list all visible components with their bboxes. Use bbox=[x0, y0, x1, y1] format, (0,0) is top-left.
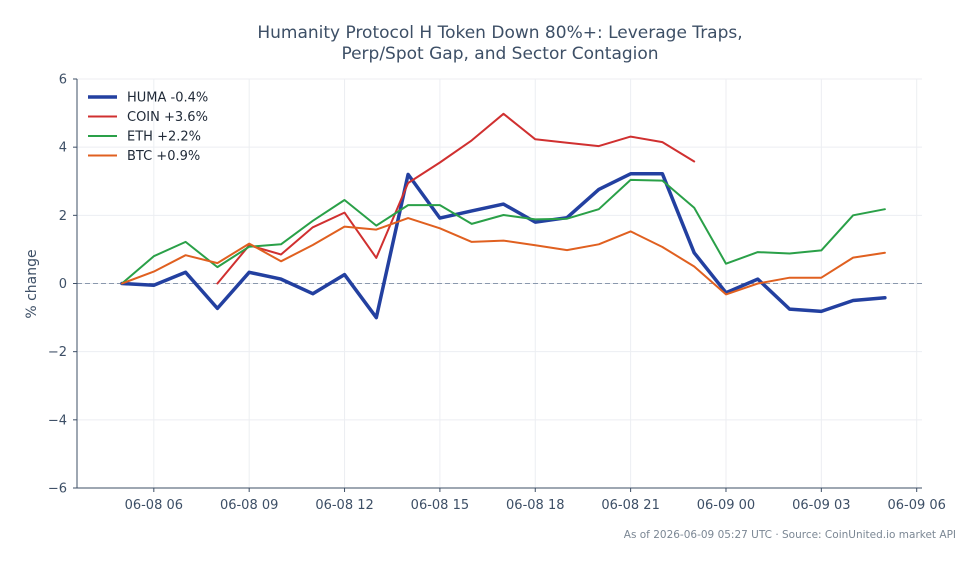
x-tick-label: 06-08 15 bbox=[411, 498, 469, 513]
legend: HUMA -0.4% COIN +3.6% ETH +2.2% BTC +0.9% bbox=[88, 91, 208, 164]
x-tick-label: 06-08 21 bbox=[601, 498, 659, 513]
legend-label-huma: HUMA -0.4% bbox=[127, 91, 208, 106]
x-tick-label: 06-08 09 bbox=[220, 498, 278, 513]
x-tick-label: 06-08 18 bbox=[506, 498, 564, 513]
series-group bbox=[120, 112, 887, 320]
y-tick-label: 0 bbox=[59, 277, 67, 292]
legend-label-btc: BTC +0.9% bbox=[127, 149, 200, 164]
y-tick-label: −4 bbox=[48, 413, 67, 428]
x-tick-label: 06-09 03 bbox=[792, 498, 850, 513]
y-axis-label: % change bbox=[24, 249, 40, 318]
chart-title-line-1: Humanity Protocol H Token Down 80%+: Lev… bbox=[257, 23, 742, 43]
y-tick-label: −2 bbox=[48, 345, 67, 360]
y-tick-label: −6 bbox=[48, 482, 67, 497]
chart-title-line-2: Perp/Spot Gap, and Sector Contagion bbox=[341, 44, 658, 64]
series-line-btc bbox=[121, 217, 886, 296]
x-tick-label: 06-08 12 bbox=[315, 498, 373, 513]
y-tick-label: 2 bbox=[59, 209, 67, 224]
legend-label-coin: COIN +3.6% bbox=[127, 110, 208, 125]
x-tick-label: 06-09 00 bbox=[697, 498, 755, 513]
series-line-huma bbox=[120, 172, 887, 320]
y-ticks: −6 −4 −2 0 2 4 6 bbox=[48, 73, 77, 497]
chart-footer: As of 2026-06-09 05:27 UTC · Source: Coi… bbox=[624, 529, 956, 541]
y-tick-label: 6 bbox=[59, 73, 67, 88]
series-line-coin bbox=[216, 112, 696, 285]
x-tick-label: 06-08 06 bbox=[125, 498, 183, 513]
series-line-eth bbox=[121, 178, 886, 285]
legend-label-eth: ETH +2.2% bbox=[127, 130, 201, 145]
x-ticks: 06-08 06 06-08 09 06-08 12 06-08 15 06-08 18… bbox=[125, 488, 946, 513]
y-tick-label: 4 bbox=[59, 141, 67, 156]
x-tick-label: 06-09 06 bbox=[887, 498, 945, 513]
grid bbox=[77, 78, 922, 489]
